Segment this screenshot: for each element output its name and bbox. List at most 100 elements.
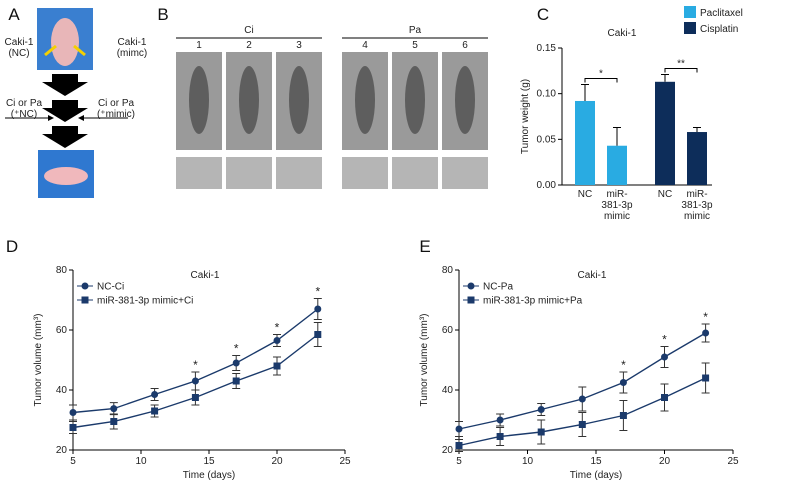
chart-title: Caki-1 bbox=[191, 270, 220, 281]
treatment-label: Ci or Pa (⁺NC) bbox=[5, 98, 43, 120]
mouse-silhouette bbox=[355, 66, 375, 134]
column-label: 5 bbox=[412, 40, 418, 51]
significance-label: * bbox=[599, 69, 603, 80]
chart-title: Caki-1 bbox=[578, 270, 607, 281]
data-point bbox=[619, 412, 627, 419]
significance-label: * bbox=[621, 358, 626, 372]
significance-label: * bbox=[662, 333, 667, 347]
treatment-label: Ci or Pa (⁺mimic) bbox=[96, 98, 136, 120]
data-point bbox=[314, 305, 322, 313]
x-axis-label: Time (days) bbox=[570, 470, 622, 481]
y-tick-label: 80 bbox=[442, 265, 454, 276]
sample-label: Caki-1 (mimc) bbox=[116, 37, 148, 59]
y-tick-label: 20 bbox=[56, 445, 68, 456]
arrow bbox=[42, 126, 88, 148]
group-label: Pa bbox=[409, 25, 422, 36]
column-label: 6 bbox=[462, 40, 468, 51]
sample-label: Caki-1 (NC) bbox=[4, 37, 34, 59]
x-tick-label: 10 bbox=[522, 456, 534, 467]
error-bar bbox=[581, 84, 589, 101]
tumor-marker bbox=[44, 44, 57, 57]
legend-marker bbox=[81, 296, 89, 304]
tumor-image bbox=[276, 157, 322, 189]
x-tick-label: miR-381-3p mimic bbox=[681, 189, 713, 222]
mouse-body bbox=[51, 18, 79, 66]
data-point bbox=[619, 379, 627, 386]
y-axis-label: Tumor volume (mm³) bbox=[33, 314, 44, 407]
mouse-silhouette bbox=[289, 66, 309, 134]
data-point bbox=[232, 377, 240, 385]
legend-label: NC-Pa bbox=[483, 282, 513, 293]
panel-label: D bbox=[6, 237, 18, 256]
panel-label: A bbox=[8, 5, 20, 24]
data-point bbox=[537, 406, 545, 413]
x-tick-label: NC bbox=[657, 189, 673, 200]
arrowhead bbox=[78, 115, 84, 121]
data-point bbox=[578, 421, 586, 428]
x-tick-label: 20 bbox=[659, 456, 671, 467]
data-point bbox=[110, 405, 118, 413]
y-axis-label: Tumor weight (g) bbox=[520, 79, 531, 154]
legend-swatch bbox=[684, 22, 696, 34]
tumor-images bbox=[176, 157, 488, 189]
x-tick-label: 25 bbox=[727, 456, 739, 467]
data-point bbox=[273, 337, 281, 344]
x-tick-label: miR-381-3p mimic bbox=[601, 189, 633, 222]
data-point bbox=[191, 377, 199, 385]
data-point bbox=[702, 329, 710, 337]
legend-swatch bbox=[684, 6, 696, 18]
column-label: 3 bbox=[296, 40, 302, 51]
data-point bbox=[314, 331, 322, 338]
y-tick-label: 0.15 bbox=[537, 43, 557, 54]
tumor-image bbox=[442, 157, 488, 189]
mouse-silhouettes bbox=[189, 66, 475, 134]
group-label: Ci bbox=[244, 25, 253, 36]
legend-marker bbox=[467, 296, 475, 304]
x-tick-label: 25 bbox=[339, 456, 351, 467]
significance-label: * bbox=[234, 342, 239, 356]
error-bar bbox=[661, 73, 669, 82]
arrowhead bbox=[48, 115, 54, 121]
chart-title: Caki-1 bbox=[608, 28, 637, 39]
y-tick-label: 0.00 bbox=[537, 180, 557, 191]
data-point bbox=[151, 391, 159, 398]
mouse-images bbox=[176, 52, 488, 150]
significance-label: ** bbox=[677, 58, 685, 69]
legend-label: Paclitaxel bbox=[700, 8, 743, 19]
y-tick-label: 40 bbox=[442, 385, 454, 396]
tumor-image bbox=[342, 157, 388, 189]
y-axis-label: Tumor volume (mm³) bbox=[419, 314, 430, 407]
x-tick-label: 15 bbox=[590, 456, 602, 467]
data-point bbox=[110, 418, 118, 425]
data-point bbox=[496, 433, 504, 440]
x-tick-label: 5 bbox=[70, 456, 76, 467]
significance-label: * bbox=[703, 310, 708, 324]
error-bar bbox=[693, 126, 701, 133]
mouse-body bbox=[44, 167, 88, 185]
data-point bbox=[151, 407, 159, 415]
mouse-silhouette bbox=[239, 66, 259, 134]
legend-label: miR-381-3p mimic+Ci bbox=[97, 296, 193, 307]
data-point bbox=[232, 359, 240, 367]
data-point bbox=[496, 416, 504, 424]
data-point bbox=[661, 353, 668, 361]
bar bbox=[575, 100, 595, 185]
mouse-silhouette bbox=[455, 66, 475, 134]
legend-marker bbox=[467, 282, 475, 290]
data-point bbox=[537, 428, 545, 436]
y-tick-label: 20 bbox=[442, 445, 454, 456]
data-point bbox=[455, 425, 463, 433]
data-point bbox=[273, 362, 281, 370]
tumor-image bbox=[392, 157, 438, 189]
y-tick-label: 80 bbox=[56, 265, 68, 276]
column-label: 4 bbox=[362, 40, 368, 51]
tumor-image bbox=[176, 157, 222, 189]
arrow bbox=[42, 74, 88, 96]
y-tick-label: 0.10 bbox=[537, 89, 557, 100]
data-point bbox=[702, 374, 710, 382]
legend-label: Cisplatin bbox=[700, 24, 738, 35]
panel-label: C bbox=[537, 5, 549, 24]
y-tick-label: 0.05 bbox=[537, 134, 557, 145]
y-tick-label: 60 bbox=[56, 325, 68, 336]
mouse-silhouette bbox=[189, 66, 209, 134]
